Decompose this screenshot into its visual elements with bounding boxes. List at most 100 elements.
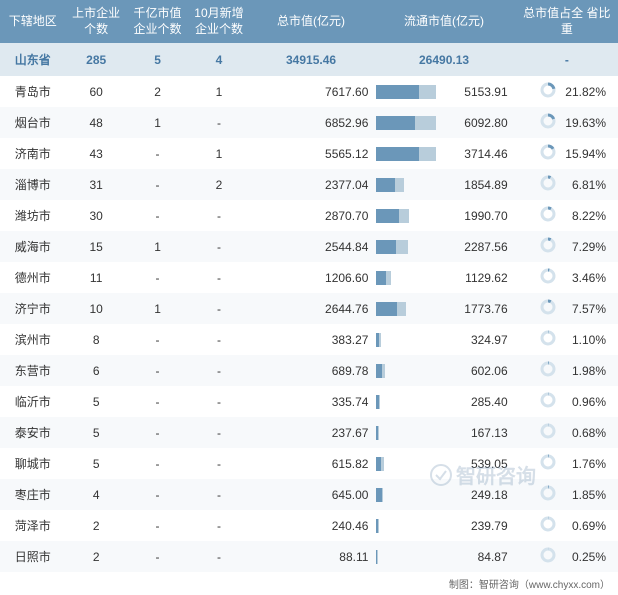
cell-region: 东营市 xyxy=(0,355,65,386)
cell-count3: - xyxy=(188,479,249,510)
header-count1: 上市企业 个数 xyxy=(65,0,126,43)
cell-count1: 5 xyxy=(65,448,126,479)
cell-region: 淄博市 xyxy=(0,169,65,200)
cell-pct-value: 0.68% xyxy=(560,426,606,440)
bar-chart-icon xyxy=(376,147,436,161)
table-row: 青岛市 60 2 1 7617.60 5153.91 21.82% xyxy=(0,76,618,107)
bar-chart-icon xyxy=(376,550,436,564)
data-table: 下辖地区 上市企业 个数 千亿市值 企业个数 10月新增 企业个数 总市值(亿元… xyxy=(0,0,618,572)
cell-total-value: 645.00 xyxy=(250,479,373,510)
table-row: 聊城市 5 - - 615.82 539.05 1.76% xyxy=(0,448,618,479)
table-row: 济宁市 10 1 - 2644.76 1773.76 7.57% xyxy=(0,293,618,324)
cell-region: 枣庄市 xyxy=(0,479,65,510)
cell-pct: 21.82% xyxy=(516,76,618,107)
donut-icon xyxy=(540,175,556,194)
cell-pct: 19.63% xyxy=(516,107,618,138)
cell-pct-value: 1.10% xyxy=(560,333,606,347)
cell-pct-value: 15.94% xyxy=(560,147,606,161)
cell-flow-value: 6092.80 xyxy=(438,116,511,130)
cell-region: 临沂市 xyxy=(0,386,65,417)
cell-total-value: 2644.76 xyxy=(250,293,373,324)
cell-flow: 84.87 xyxy=(372,541,515,572)
cell-count3: - xyxy=(188,417,249,448)
cell-flow: 6092.80 xyxy=(372,107,515,138)
cell-total-value: 7617.60 xyxy=(250,76,373,107)
table-row: 德州市 11 - - 1206.60 1129.62 3.46% xyxy=(0,262,618,293)
cell-flow: 239.79 xyxy=(372,510,515,541)
cell-count1: 2 xyxy=(65,510,126,541)
cell-count2: 2 xyxy=(127,76,188,107)
cell-pct: 1.10% xyxy=(516,324,618,355)
table-row: 烟台市 48 1 - 6852.96 6092.80 19.63% xyxy=(0,107,618,138)
cell-count3: - xyxy=(188,262,249,293)
cell-count1: 31 xyxy=(65,169,126,200)
cell-region: 泰安市 xyxy=(0,417,65,448)
cell-flow: 324.97 xyxy=(372,324,515,355)
cell-flow: 5153.91 xyxy=(372,76,515,107)
cell-region: 威海市 xyxy=(0,231,65,262)
cell-total-value: 237.67 xyxy=(250,417,373,448)
bar-chart-icon xyxy=(376,364,436,378)
cell-flow: 167.13 xyxy=(372,417,515,448)
donut-icon xyxy=(540,144,556,163)
total-count3: 4 xyxy=(188,43,249,76)
cell-flow: 1773.76 xyxy=(372,293,515,324)
cell-flow-value: 1854.89 xyxy=(438,178,511,192)
donut-icon xyxy=(540,113,556,132)
donut-icon xyxy=(540,485,556,504)
bar-chart-icon xyxy=(376,302,436,316)
cell-count1: 6 xyxy=(65,355,126,386)
cell-count2: - xyxy=(127,324,188,355)
cell-pct: 1.98% xyxy=(516,355,618,386)
cell-pct: 0.69% xyxy=(516,510,618,541)
cell-count1: 8 xyxy=(65,324,126,355)
cell-pct: 7.29% xyxy=(516,231,618,262)
cell-region: 滨州市 xyxy=(0,324,65,355)
cell-flow: 1129.62 xyxy=(372,262,515,293)
table-row: 菏泽市 2 - - 240.46 239.79 0.69% xyxy=(0,510,618,541)
total-region: 山东省 xyxy=(0,43,65,76)
cell-flow: 1990.70 xyxy=(372,200,515,231)
cell-count2: - xyxy=(127,355,188,386)
donut-icon xyxy=(540,547,556,566)
cell-flow-value: 239.79 xyxy=(438,519,511,533)
cell-pct-value: 8.22% xyxy=(560,209,606,223)
bar-chart-icon xyxy=(376,240,436,254)
cell-flow: 1854.89 xyxy=(372,169,515,200)
cell-pct: 8.22% xyxy=(516,200,618,231)
cell-count2: - xyxy=(127,448,188,479)
cell-count1: 10 xyxy=(65,293,126,324)
cell-pct-value: 0.69% xyxy=(560,519,606,533)
total-value: 34915.46 xyxy=(250,43,373,76)
cell-total-value: 1206.60 xyxy=(250,262,373,293)
donut-icon xyxy=(540,392,556,411)
cell-pct: 0.96% xyxy=(516,386,618,417)
header-flow-value: 流通市值(亿元) xyxy=(372,0,515,43)
cell-pct-value: 0.96% xyxy=(560,395,606,409)
cell-pct-value: 3.46% xyxy=(560,271,606,285)
cell-flow-value: 5153.91 xyxy=(438,85,511,99)
table-row: 临沂市 5 - - 335.74 285.40 0.96% xyxy=(0,386,618,417)
cell-count3: - xyxy=(188,541,249,572)
cell-flow: 285.40 xyxy=(372,386,515,417)
cell-pct-value: 21.82% xyxy=(560,85,606,99)
cell-count2: - xyxy=(127,200,188,231)
table-row: 泰安市 5 - - 237.67 167.13 0.68% xyxy=(0,417,618,448)
cell-region: 济宁市 xyxy=(0,293,65,324)
cell-flow-value: 2287.56 xyxy=(438,240,511,254)
cell-count3: - xyxy=(188,355,249,386)
cell-count3: 2 xyxy=(188,169,249,200)
cell-total-value: 6852.96 xyxy=(250,107,373,138)
bar-chart-icon xyxy=(376,488,436,502)
cell-pct: 1.85% xyxy=(516,479,618,510)
bar-chart-icon xyxy=(376,178,436,192)
cell-flow-value: 602.06 xyxy=(438,364,511,378)
cell-flow-value: 1990.70 xyxy=(438,209,511,223)
cell-count2: 1 xyxy=(127,107,188,138)
cell-pct: 0.68% xyxy=(516,417,618,448)
cell-pct-value: 1.76% xyxy=(560,457,606,471)
cell-count3: 1 xyxy=(188,76,249,107)
cell-flow-value: 167.13 xyxy=(438,426,511,440)
cell-pct-value: 7.29% xyxy=(560,240,606,254)
bar-chart-icon xyxy=(376,395,436,409)
